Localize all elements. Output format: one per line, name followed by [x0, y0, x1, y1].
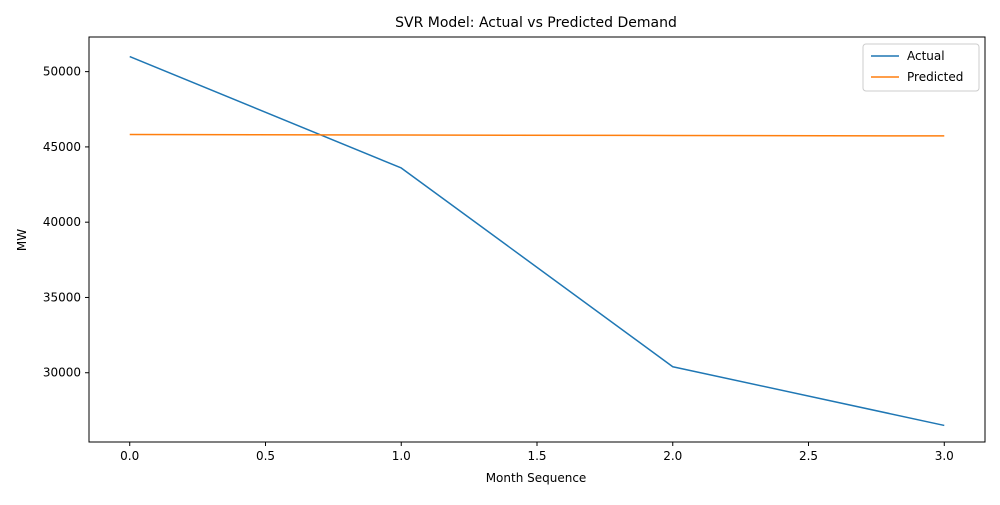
x-tick-label: 2.5	[799, 449, 818, 463]
y-tick-label: 30000	[43, 366, 81, 380]
y-tick-label: 40000	[43, 215, 81, 229]
y-tick-label: 35000	[43, 290, 81, 304]
y-axis-ticks: 30000 35000 40000 45000 50000	[43, 65, 89, 380]
x-tick-label: 1.0	[392, 449, 411, 463]
y-tick-label: 50000	[43, 65, 81, 79]
legend-label-predicted: Predicted	[907, 70, 963, 84]
chart-title: SVR Model: Actual vs Predicted Demand	[395, 15, 677, 31]
x-axis-label: Month Sequence	[486, 471, 587, 485]
legend-label-actual: Actual	[907, 49, 945, 63]
series-line-actual	[129, 55, 945, 427]
y-axis-label: MW	[15, 229, 29, 251]
series-line-predicted	[129, 133, 945, 137]
x-tick-label: 3.0	[935, 449, 954, 463]
series-layer	[129, 55, 945, 427]
x-axis-ticks: 0.0 0.5 1.0 1.5 2.0 2.5 3.0	[120, 442, 954, 463]
x-tick-label: 0.0	[120, 449, 139, 463]
x-tick-label: 2.0	[663, 449, 682, 463]
legend: Actual Predicted	[862, 43, 980, 92]
y-tick-label: 45000	[43, 140, 81, 154]
x-tick-label: 1.5	[527, 449, 546, 463]
x-tick-label: 0.5	[256, 449, 275, 463]
